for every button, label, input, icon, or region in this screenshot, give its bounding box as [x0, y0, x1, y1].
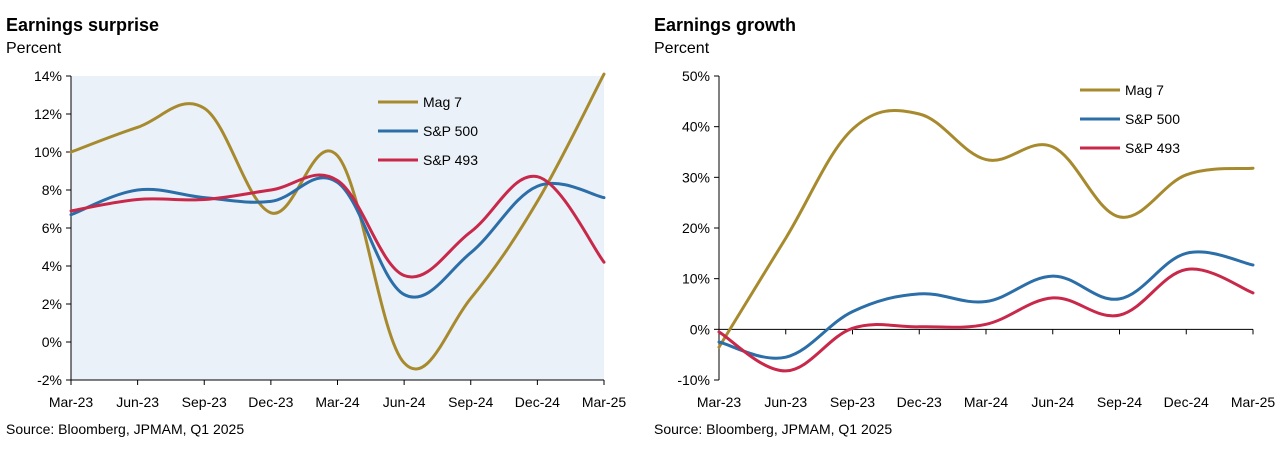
- x-tick-label: Dec-24: [515, 394, 560, 410]
- y-tick-label: 0%: [42, 334, 62, 350]
- y-tick-label: 10%: [682, 271, 710, 287]
- legend-label: Mag 7: [1125, 82, 1164, 98]
- earnings-growth-chart: -10% 0% 10% 20% 30% 40% 50% Mar-23 Jun-23 Sep-23 D…: [677, 68, 1276, 410]
- x-tick-label: Jun-24: [383, 394, 426, 410]
- series-line-s-p-493: [69, 173, 606, 279]
- x-tick-label: Dec-23: [897, 394, 942, 410]
- legend-label: Mag 7: [423, 94, 462, 110]
- earnings-growth-panel: Earnings growth Percent -10% 0% 10% 20% 30% 4…: [648, 0, 1288, 456]
- y-tick-label: 0%: [690, 321, 710, 337]
- x-tick-label: Sep-24: [448, 394, 493, 410]
- y-axis-label: Percent: [6, 40, 62, 57]
- source-note: Source: Bloomberg, JPMAM, Q1 2025: [6, 421, 245, 437]
- chart-title: Earnings surprise: [6, 15, 160, 35]
- series-line-s-p-500: [717, 250, 1255, 360]
- x-tick-label: Mar-23: [697, 394, 742, 410]
- source-note: Source: Bloomberg, JPMAM, Q1 2025: [654, 421, 893, 437]
- y-tick-label: 10%: [34, 144, 62, 160]
- series-line-s-p-493: [717, 267, 1255, 373]
- y-tick-label: -2%: [37, 372, 62, 388]
- x-tick-label: Mar-23: [49, 394, 94, 410]
- x-tick-label: Mar-24: [964, 394, 1009, 410]
- x-tick-label: Sep-24: [1097, 394, 1142, 410]
- x-tick-label: Jun-23: [116, 394, 159, 410]
- legend-label: S&P 493: [423, 152, 478, 168]
- series-line-mag-7: [717, 109, 1255, 349]
- legend-label: S&P 493: [1125, 140, 1180, 156]
- x-tick-label: Sep-23: [182, 394, 227, 410]
- x-tick-label: Sep-23: [830, 394, 875, 410]
- y-tick-label: 50%: [682, 68, 710, 84]
- y-axis-label: Percent: [654, 40, 710, 57]
- y-tick-label: 14%: [34, 68, 62, 84]
- x-tick-label: Jun-24: [1031, 394, 1074, 410]
- series-line-mag-7: [69, 72, 606, 371]
- x-tick-label: Dec-23: [248, 394, 293, 410]
- x-tick-label: Mar-25: [582, 394, 627, 410]
- legend-label: S&P 500: [1125, 111, 1180, 127]
- x-tick-label: Jun-23: [764, 394, 807, 410]
- earnings-surprise-chart: -2% 0% 2% 4% 6% 8% 10% 12% 14% Mar-23 Jun-23 Sep-23…: [34, 68, 627, 410]
- y-tick-label: 30%: [682, 169, 710, 185]
- y-tick-label: 6%: [42, 220, 62, 236]
- series-line-s-p-500: [69, 176, 606, 299]
- legend-label: S&P 500: [423, 123, 478, 139]
- y-tick-label: 20%: [682, 220, 710, 236]
- y-tick-label: 12%: [34, 106, 62, 122]
- y-tick-label: -10%: [677, 372, 710, 388]
- x-tick-label: Mar-24: [315, 394, 360, 410]
- x-tick-label: Mar-25: [1231, 394, 1276, 410]
- y-tick-label: 4%: [42, 258, 62, 274]
- y-tick-label: 40%: [682, 119, 710, 135]
- y-tick-label: 2%: [42, 296, 62, 312]
- earnings-surprise-panel: Earnings surprise Percent -2% 0% 2% 4% 6% 8% 1…: [0, 0, 640, 456]
- chart-title: Earnings growth: [654, 15, 797, 35]
- plot-background: [71, 76, 604, 380]
- x-tick-label: Dec-24: [1164, 394, 1209, 410]
- y-tick-label: 8%: [42, 182, 62, 198]
